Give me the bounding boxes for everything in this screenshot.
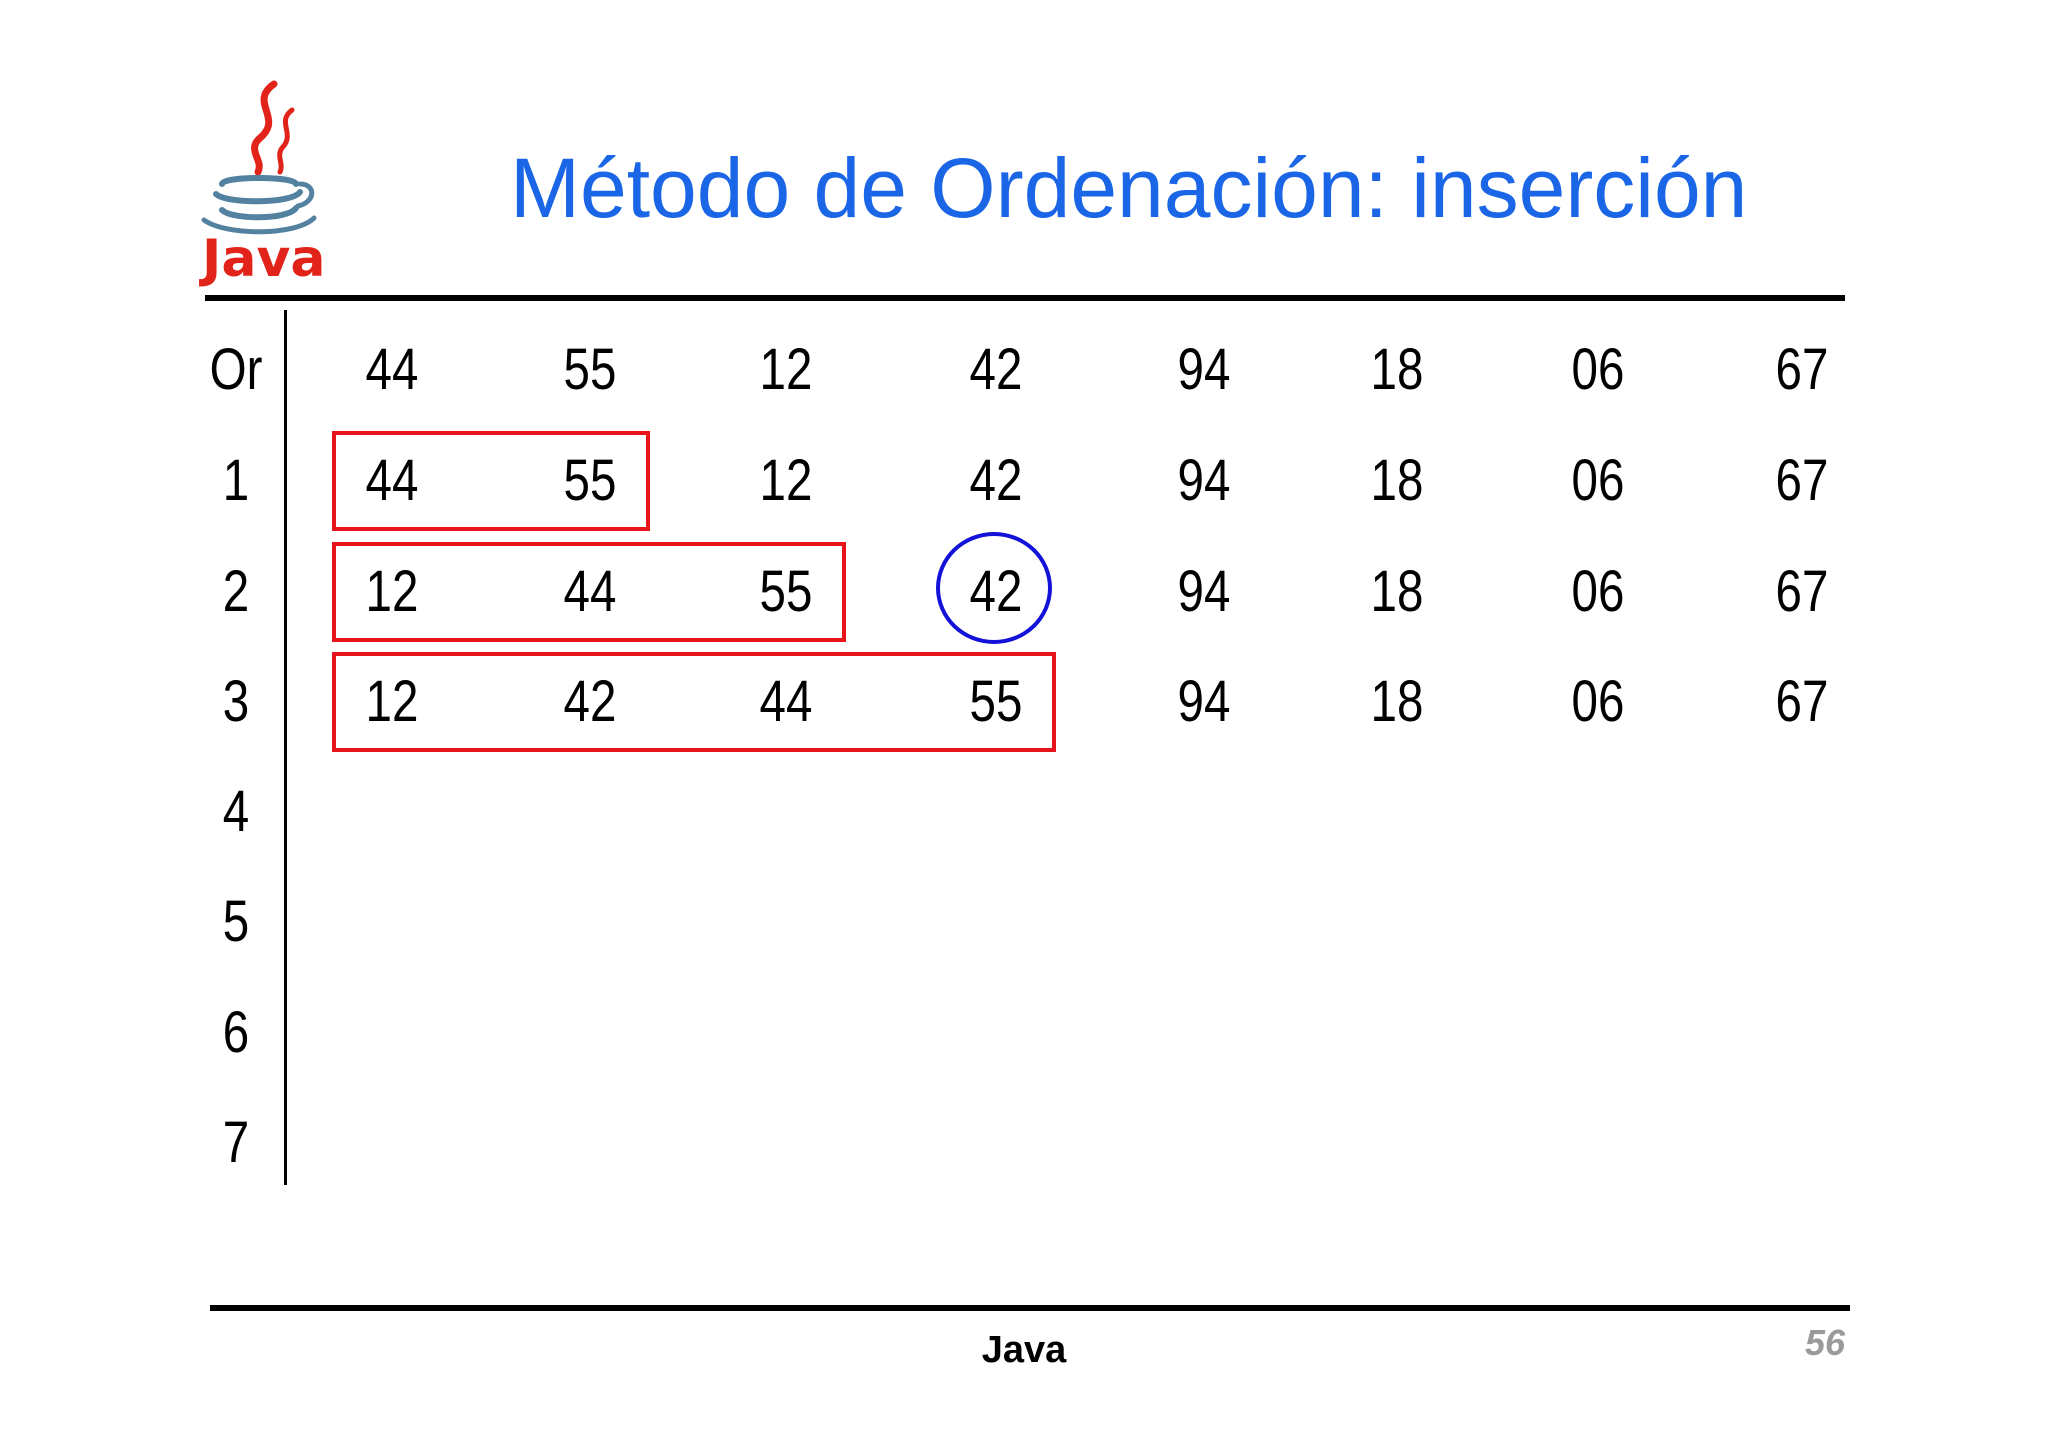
table-cell: 55: [563, 337, 617, 402]
table-cell: 12: [365, 559, 419, 624]
row-label: 1: [222, 448, 250, 513]
current-element-circle: [936, 532, 1052, 644]
table-cell: 94: [1177, 448, 1231, 513]
java-logo: Java: [199, 80, 325, 289]
table-cell: 94: [1177, 669, 1231, 734]
table-cell: 67: [1775, 669, 1829, 734]
footer-label: Java: [981, 1329, 1067, 1371]
coffee-cup-icon: [201, 175, 317, 235]
table-cell: 67: [1775, 448, 1829, 513]
slide-title: Método de Ordenación: inserción: [510, 141, 1748, 235]
table-cell: 44: [563, 559, 617, 624]
table-cell: 12: [365, 669, 419, 734]
table-cell: 18: [1370, 448, 1424, 513]
table-cell: 44: [365, 337, 419, 402]
table-cell: 42: [563, 669, 617, 734]
sorted-prefix-box: [332, 431, 650, 531]
table-cell: 55: [969, 669, 1023, 734]
table-cell: 44: [759, 669, 813, 734]
page-number: 56: [1804, 1322, 1845, 1363]
row-label: 7: [222, 1110, 250, 1175]
table-cell: 12: [759, 448, 813, 513]
sorted-prefix-box: [332, 652, 1056, 752]
row-label-divider: [284, 310, 287, 1185]
table-cell: 06: [1571, 448, 1625, 513]
row-label: 2: [222, 559, 250, 624]
table-cell: 42: [969, 448, 1023, 513]
sorted-prefix-box: [332, 542, 846, 642]
table-cell: 44: [365, 448, 419, 513]
table-cell: 67: [1775, 559, 1829, 624]
table-cell: 94: [1177, 337, 1231, 402]
footer-divider: [210, 1305, 1850, 1311]
table-cell: 55: [759, 559, 813, 624]
header-divider: [205, 295, 1845, 301]
java-logo-wordmark: Java: [199, 229, 325, 289]
row-label: 6: [222, 1000, 250, 1065]
table-cell: 12: [759, 337, 813, 402]
row-label: 3: [222, 669, 250, 734]
table-cell: 18: [1370, 559, 1424, 624]
table-cell: 06: [1571, 669, 1625, 734]
table-cell: 67: [1775, 337, 1829, 402]
table-cell: 06: [1571, 559, 1625, 624]
table-cell: 06: [1571, 337, 1625, 402]
coffee-steam-icon: [251, 80, 295, 176]
row-label: 4: [222, 779, 250, 844]
row-label: Or: [209, 337, 263, 402]
table-cell: 94: [1177, 559, 1231, 624]
table-cell: 55: [563, 448, 617, 513]
table-cell: 18: [1370, 337, 1424, 402]
table-cell: 42: [969, 337, 1023, 402]
table-cell: 18: [1370, 669, 1424, 734]
row-label: 5: [222, 889, 250, 954]
